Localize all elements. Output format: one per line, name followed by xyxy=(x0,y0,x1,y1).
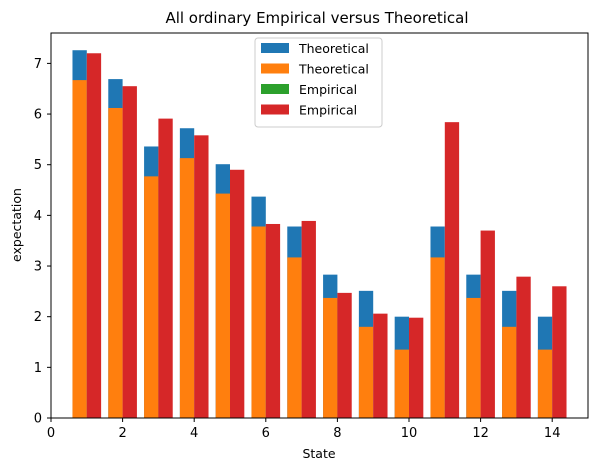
legend-swatch-1 xyxy=(261,43,289,53)
bar-series2-state-13 xyxy=(502,326,517,418)
bar-series4-state-2 xyxy=(122,86,137,418)
x-tick-label: 8 xyxy=(333,426,341,441)
y-axis-label: expectation xyxy=(9,188,24,262)
bar-series4-state-14 xyxy=(552,286,567,418)
bar-series2-state-12 xyxy=(466,297,481,418)
legend-label-1: Theoretical xyxy=(298,41,369,56)
y-tick-label: 4 xyxy=(34,209,42,224)
y-axis: 0 1 2 3 4 5 6 7 xyxy=(34,57,51,427)
bar-series2-state-1 xyxy=(72,80,87,418)
bar-series2-state-2 xyxy=(108,107,123,418)
bar-series4-state-5 xyxy=(230,169,245,418)
x-tick-label: 10 xyxy=(401,426,418,441)
legend: Theoretical Theoretical Empirical Empirical xyxy=(254,37,383,128)
bar-series2-state-11 xyxy=(430,257,445,418)
bar-series4-state-1 xyxy=(86,53,102,419)
y-tick-label: 3 xyxy=(34,260,42,275)
bar-series4-state-7 xyxy=(301,220,316,418)
bar-series4-state-11 xyxy=(444,122,460,418)
plot-area xyxy=(72,50,567,419)
bar-series2-state-9 xyxy=(358,326,374,418)
legend-swatch-4 xyxy=(261,104,289,115)
bar-series4-state-12 xyxy=(480,230,495,418)
bar-series2-state-5 xyxy=(215,193,230,418)
plot-frame xyxy=(50,32,589,419)
bar-series4-state-8 xyxy=(337,292,352,418)
y-tick-label: 1 xyxy=(34,361,42,376)
bar-series2-state-6 xyxy=(251,226,266,418)
x-axis: 0 2 4 6 8 10 12 14 xyxy=(47,418,561,441)
x-tick-label: 14 xyxy=(544,426,561,441)
bar-series2-state-3 xyxy=(144,176,159,418)
bar-series2-state-10 xyxy=(394,349,409,418)
bar-series4-state-13 xyxy=(516,276,531,418)
x-tick-label: 2 xyxy=(118,426,126,441)
bar-series4-state-6 xyxy=(265,223,281,418)
legend-swatch-3 xyxy=(261,84,289,94)
bar-series4-state-3 xyxy=(158,118,173,418)
legend-label-3: Empirical xyxy=(299,82,357,97)
y-tick-label: 0 xyxy=(34,412,42,427)
bar-series2-state-14 xyxy=(537,349,553,418)
legend-label-2: Theoretical xyxy=(298,62,369,77)
bar-series4-state-4 xyxy=(194,135,209,418)
y-tick-label: 7 xyxy=(34,57,42,72)
y-tick-label: 2 xyxy=(34,310,42,325)
x-axis-label: State xyxy=(302,446,335,461)
bar-series2-state-4 xyxy=(179,158,195,418)
bar-series2-state-8 xyxy=(323,297,338,418)
y-tick-label: 5 xyxy=(34,158,42,173)
chart-title: All ordinary Empirical versus Theoretica… xyxy=(165,9,468,27)
bar-series4-state-10 xyxy=(409,317,424,418)
x-tick-label: 0 xyxy=(47,426,55,441)
bar-series2-state-7 xyxy=(287,257,302,418)
x-tick-label: 6 xyxy=(262,426,270,441)
x-tick-label: 4 xyxy=(190,426,198,441)
x-tick-label: 12 xyxy=(472,426,489,441)
y-tick-label: 6 xyxy=(34,108,42,123)
legend-label-4: Empirical xyxy=(299,103,357,118)
legend-swatch-2 xyxy=(261,63,289,74)
bar-series4-state-9 xyxy=(373,313,388,418)
